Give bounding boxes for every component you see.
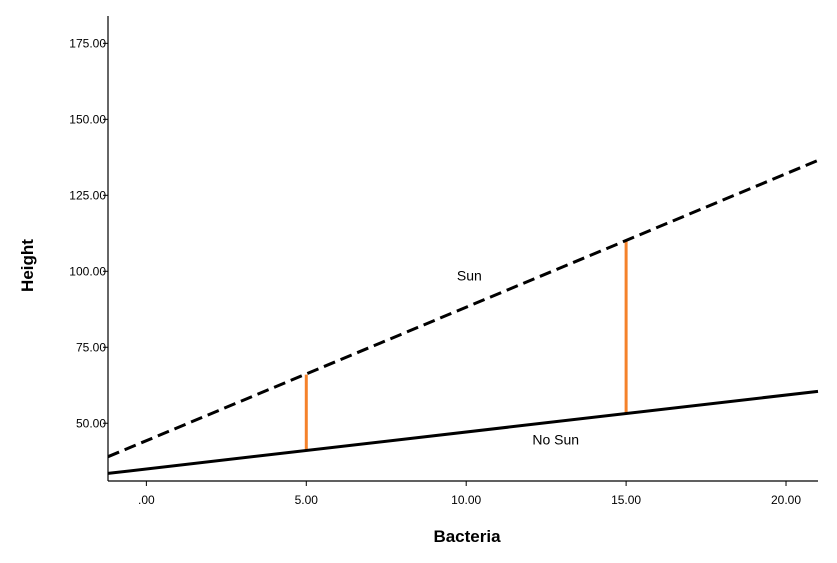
x-tick-label: 5.00 xyxy=(295,493,319,507)
y-tick-label: 150.00 xyxy=(69,112,106,126)
y-tick-label: 50.00 xyxy=(76,416,106,430)
y-axis-ticks: 50.00 75.00 100.00 125.00 150.00 175.00 xyxy=(69,36,108,430)
y-tick-label: 75.00 xyxy=(76,340,106,354)
x-tick-label: 15.00 xyxy=(611,493,641,507)
y-axis-title: Height xyxy=(18,239,37,292)
x-tick-label: .00 xyxy=(138,493,155,507)
y-tick-label: 125.00 xyxy=(69,188,106,202)
x-tick-label: 10.00 xyxy=(451,493,481,507)
x-axis-title: Bacteria xyxy=(433,527,501,546)
x-axis-ticks: .00 5.00 10.00 15.00 20.00 xyxy=(138,481,801,507)
series-line-no-sun xyxy=(107,389,819,475)
x-tick-label: 20.00 xyxy=(771,493,801,507)
y-tick-label: 100.00 xyxy=(69,264,106,278)
plot-area: Sun No Sun xyxy=(107,158,819,475)
series-line-sun xyxy=(107,158,819,459)
series-label: Sun xyxy=(457,267,482,283)
y-tick-label: 175.00 xyxy=(69,36,106,50)
series-label: No Sun xyxy=(532,432,579,448)
